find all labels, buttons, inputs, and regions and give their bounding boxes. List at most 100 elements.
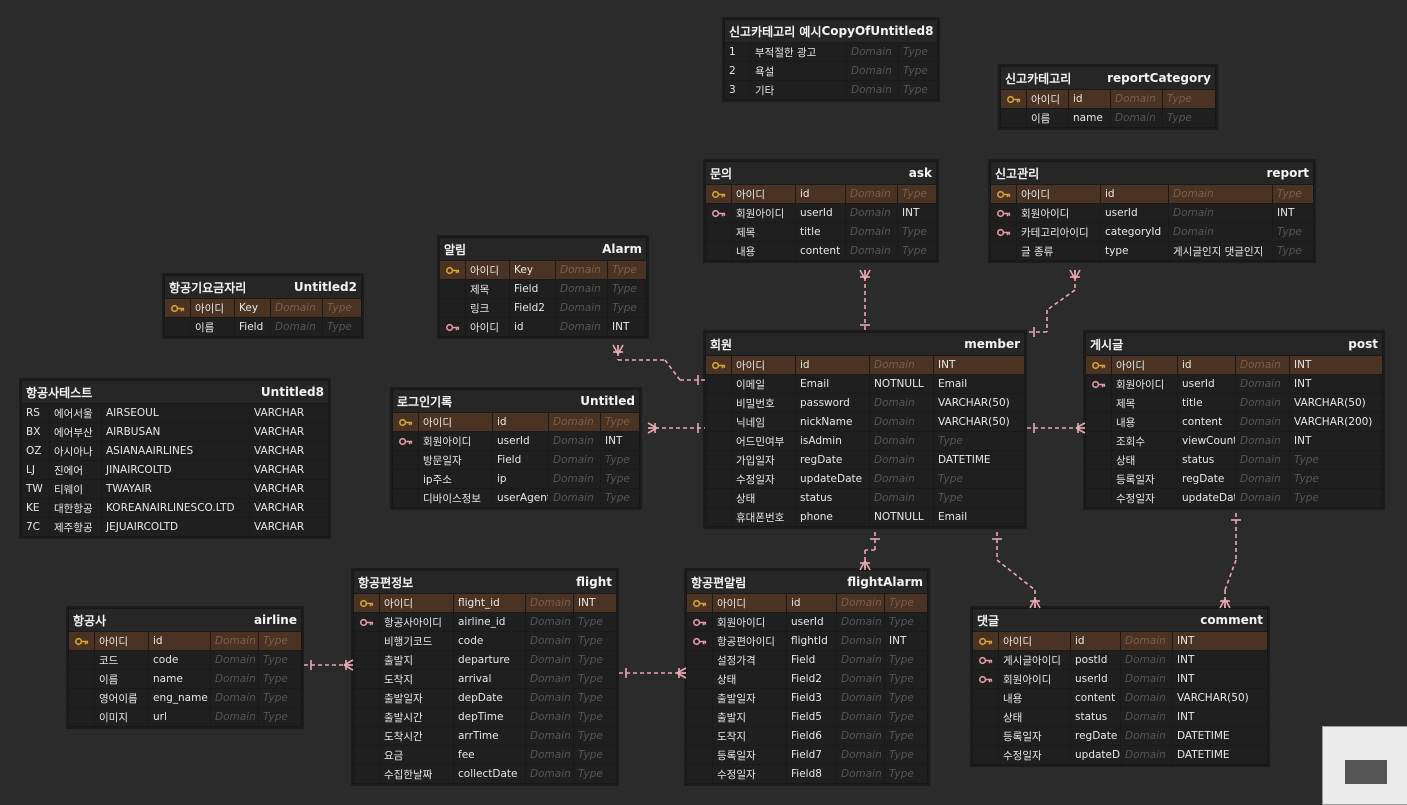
attribute-row[interactable]: 어드민여부 isAdmin Domain Type <box>706 431 1024 450</box>
foreign-key-row[interactable]: 회원아이디 userId Domain Type <box>687 612 927 631</box>
primary-key-row[interactable]: 아이디 id Domain Type <box>393 412 639 431</box>
entity-header[interactable]: 신고카테고리 reportCategory <box>1001 67 1215 89</box>
attribute-row[interactable]: 비행기코드 code Domain Type <box>354 631 616 650</box>
attribute-row[interactable]: 도착지 arrival Domain Type <box>354 669 616 688</box>
attribute-row[interactable]: 상태 Field2 Domain Type <box>687 669 927 688</box>
attribute-row[interactable]: 도착지 Field6 Domain Type <box>687 726 927 745</box>
attribute-row[interactable]: 출발지 departure Domain Type <box>354 650 616 669</box>
entity-alarm[interactable]: 알림 Alarm 아이디 Key Domain Type 제목 Field Domain Type… <box>439 237 647 337</box>
primary-key-row[interactable]: 아이디 Key Domain Type <box>440 260 646 279</box>
attribute-row[interactable]: 이미지 url Domain Type <box>69 707 301 726</box>
attribute-row[interactable]: KE 대한항공 KOREANAIRLINESCO.LTD VARCHAR <box>22 498 328 517</box>
attribute-row[interactable]: 상태 status Domain INT <box>973 707 1267 726</box>
entity-header[interactable]: 항공기요금자리 Untitled2 <box>165 276 361 298</box>
entity-header[interactable]: 신고카테고리 예시 CopyOfUntitled8 <box>725 20 937 42</box>
attribute-row[interactable]: 도착시간 arrTime Domain Type <box>354 726 616 745</box>
entity-flight[interactable]: 항공편정보 flight 아이디 flight_id Domain INT 항공사아이디 ai… <box>353 570 617 784</box>
attribute-row[interactable]: 출발일자 depDate Domain Type <box>354 688 616 707</box>
primary-key-row[interactable]: 아이디 id Domain INT <box>706 355 1024 374</box>
attribute-row[interactable]: LJ 진에어 JINAIRCOLTD VARCHAR <box>22 460 328 479</box>
attribute-row[interactable]: 요금 fee Domain Type <box>354 745 616 764</box>
attribute-row[interactable]: 상태 status Domain Type <box>706 488 1024 507</box>
attribute-row[interactable]: 디바이스정보 userAgent Domain Type <box>393 488 639 507</box>
entity-copyof[interactable]: 신고카테고리 예시 CopyOfUntitled8 1 부적절한 광고 Domain Ty… <box>724 19 938 100</box>
attribute-row[interactable]: 상태 status Domain Type <box>1086 450 1382 469</box>
attribute-row[interactable]: 제목 title Domain VARCHAR(50) <box>1086 393 1382 412</box>
entity-header[interactable]: 항공사 airline <box>69 609 301 631</box>
entity-flightalarm[interactable]: 항공편알림 flightAlarm 아이디 id Domain Type 회원아이디 user… <box>686 570 928 784</box>
minimap-viewport[interactable] <box>1345 760 1387 784</box>
foreign-key-row[interactable]: 회원아이디 userId Domain INT <box>991 203 1313 222</box>
attribute-row[interactable]: 등록일자 Field7 Domain Type <box>687 745 927 764</box>
entity-airline[interactable]: 항공사 airline 아이디 id Domain Type 코드 code Domain Typ… <box>68 608 302 727</box>
attribute-row[interactable]: 링크 Field2 Domain Type <box>440 298 646 317</box>
attribute-row[interactable]: 영어이름 eng_name Domain Type <box>69 688 301 707</box>
entity-header[interactable]: 로그인기록 Untitled <box>393 390 639 412</box>
primary-key-row[interactable]: 아이디 Key Domain Type <box>165 298 361 317</box>
entity-header[interactable]: 알림 Alarm <box>440 238 646 260</box>
attribute-row[interactable]: 7C 제주항공 JEJUAIRCOLTD VARCHAR <box>22 517 328 536</box>
primary-key-row[interactable]: 아이디 flight_id Domain INT <box>354 593 616 612</box>
foreign-key-row[interactable]: 회원아이디 userId Domain INT <box>973 669 1267 688</box>
attribute-row[interactable]: 등록일자 regDate Domain DATETIME <box>973 726 1267 745</box>
entity-header[interactable]: 회원 member <box>706 333 1024 355</box>
attribute-row[interactable]: 글 종류 type 게시글인지 댓글인지 Type <box>991 241 1313 260</box>
entity-header[interactable]: 신고관리 report <box>991 162 1313 184</box>
attribute-row[interactable]: 조회수 viewCount Domain INT <box>1086 431 1382 450</box>
attribute-row[interactable]: 수정일자 Field8 Domain Type <box>687 764 927 783</box>
entity-untitled[interactable]: 로그인기록 Untitled 아이디 id Domain Type 회원아이디 userId D… <box>392 389 640 508</box>
primary-key-row[interactable]: 아이디 id Domain Type <box>69 631 301 650</box>
attribute-row[interactable]: RS 에어서울 AIRSEOUL VARCHAR <box>22 403 328 422</box>
attribute-row[interactable]: 가입일자 regDate Domain DATETIME <box>706 450 1024 469</box>
attribute-row[interactable]: 방문일자 Field Domain Type <box>393 450 639 469</box>
entity-header[interactable]: 문의 ask <box>706 162 936 184</box>
entity-header[interactable]: 항공편정보 flight <box>354 571 616 593</box>
entity-report[interactable]: 신고관리 report 아이디 id Domain Type 회원아이디 userId Doma… <box>990 161 1314 261</box>
primary-key-row[interactable]: 아이디 id Domain Type <box>706 184 936 203</box>
attribute-row[interactable]: 출발일자 Field3 Domain Type <box>687 688 927 707</box>
foreign-key-row[interactable]: 항공사아이디 airline_id Domain Type <box>354 612 616 631</box>
attribute-row[interactable]: 제목 title Domain Type <box>706 222 936 241</box>
attribute-row[interactable]: 등록일자 regDate Domain Type <box>1086 469 1382 488</box>
primary-key-row[interactable]: 아이디 id Domain Type <box>687 593 927 612</box>
attribute-row[interactable]: 코드 code Domain Type <box>69 650 301 669</box>
foreign-key-row[interactable]: 회원아이디 userId Domain INT <box>1086 374 1382 393</box>
attribute-row[interactable]: 출발지 Field5 Domain Type <box>687 707 927 726</box>
foreign-key-row[interactable]: 항공편아이디 flightId Domain INT <box>687 631 927 650</box>
foreign-key-row[interactable]: 아이디 id Domain INT <box>440 317 646 336</box>
attribute-row[interactable]: 이메일 Email NOTNULL Email <box>706 374 1024 393</box>
attribute-row[interactable]: 닉네임 nickName Domain VARCHAR(50) <box>706 412 1024 431</box>
attribute-row[interactable]: BX 에어부산 AIRBUSAN VARCHAR <box>22 422 328 441</box>
foreign-key-row[interactable]: 회원아이디 userId Domain INT <box>706 203 936 222</box>
attribute-row[interactable]: 1 부적절한 광고 Domain Type <box>725 42 937 61</box>
attribute-row[interactable]: 내용 content Domain Type <box>706 241 936 260</box>
primary-key-row[interactable]: 아이디 id Domain Type <box>1001 89 1215 108</box>
attribute-row[interactable]: OZ 아시아나 ASIANAAIRLINES VARCHAR <box>22 441 328 460</box>
entity-ask[interactable]: 문의 ask 아이디 id Domain Type 회원아이디 userId Domain INT… <box>705 161 937 261</box>
attribute-row[interactable]: 2 욕설 Domain Type <box>725 61 937 80</box>
attribute-row[interactable]: 내용 content Domain VARCHAR(50) <box>973 688 1267 707</box>
minimap[interactable] <box>1322 726 1407 805</box>
foreign-key-row[interactable]: 회원아이디 userId Domain INT <box>393 431 639 450</box>
entity-header[interactable]: 게시글 post <box>1086 333 1382 355</box>
entity-post[interactable]: 게시글 post 아이디 id Domain INT 회원아이디 userId Domain IN… <box>1085 332 1383 508</box>
entity-header[interactable]: 항공사테스트 Untitled8 <box>22 381 328 403</box>
attribute-row[interactable]: 휴대폰번호 phone NOTNULL Email <box>706 507 1024 526</box>
primary-key-row[interactable]: 아이디 id Domain INT <box>973 631 1267 650</box>
attribute-row[interactable]: 3 기타 Domain Type <box>725 80 937 99</box>
attribute-row[interactable]: 제목 Field Domain Type <box>440 279 646 298</box>
entity-header[interactable]: 항공편알림 flightAlarm <box>687 571 927 593</box>
attribute-row[interactable]: 출발시간 depTime Domain Type <box>354 707 616 726</box>
primary-key-row[interactable]: 아이디 id Domain Type <box>991 184 1313 203</box>
attribute-row[interactable]: 이름 Field Domain Type <box>165 317 361 336</box>
attribute-row[interactable]: 비밀번호 password Domain VARCHAR(50) <box>706 393 1024 412</box>
attribute-row[interactable]: 설정가격 Field Domain Type <box>687 650 927 669</box>
entity-untitled8[interactable]: 항공사테스트 Untitled8 RS 에어서울 AIRSEOUL VARCHAR BX 에어… <box>21 380 329 537</box>
attribute-row[interactable]: 내용 content Domain VARCHAR(200) <box>1086 412 1382 431</box>
attribute-row[interactable]: 이름 name Domain Type <box>1001 108 1215 127</box>
foreign-key-row[interactable]: 카테고리아이디 categoryId Domain Type <box>991 222 1313 241</box>
